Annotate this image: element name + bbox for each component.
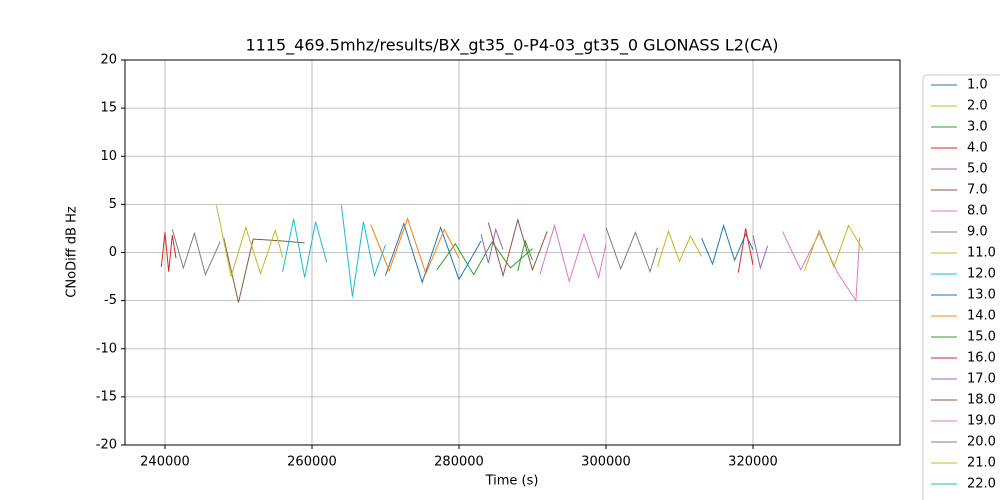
data-line (340, 205, 386, 297)
legend-label: 22.0 (967, 477, 996, 492)
data-line (370, 217, 460, 276)
data-line (517, 239, 533, 271)
y-tick-label: 10 (100, 149, 117, 164)
y-axis-label: CNoDiff dB Hz (65, 206, 80, 298)
x-tick-label: 260000 (287, 455, 337, 470)
data-line (605, 227, 658, 274)
legend-label: 7.0 (967, 183, 988, 198)
y-tick-label: 0 (109, 245, 117, 260)
legend-label: 12.0 (967, 267, 996, 282)
y-tick-label: -15 (96, 389, 117, 404)
data-line (656, 229, 702, 268)
legend-label: 2.0 (967, 99, 988, 114)
data-line (385, 222, 482, 284)
legend-label: 3.0 (967, 120, 988, 135)
y-tick-label: 20 (100, 53, 117, 68)
x-tick-label: 240000 (140, 455, 190, 470)
legend-label: 16.0 (967, 351, 996, 366)
x-tick-label: 320000 (728, 455, 778, 470)
legend-label: 8.0 (967, 204, 988, 219)
legend-box (922, 74, 1000, 500)
y-tick-label: -5 (104, 293, 117, 308)
data-line (803, 224, 864, 271)
legend-label: 9.0 (967, 225, 988, 240)
legend-label: 4.0 (967, 141, 988, 156)
legend-label: 20.0 (967, 435, 996, 450)
x-tick-label: 280000 (434, 455, 484, 470)
data-line (480, 227, 504, 264)
chart-title: 1115_469.5mhz/results/BX_gt35_0-P4-03_gt… (245, 36, 778, 56)
data-line (282, 218, 328, 278)
data-line (223, 237, 305, 303)
legend-label: 5.0 (967, 162, 988, 177)
legend-label: 1.0 (967, 78, 988, 93)
legend-label: 14.0 (967, 309, 996, 324)
data-line (752, 235, 769, 270)
legend-label: 19.0 (967, 414, 996, 429)
legend-label: 18.0 (967, 393, 996, 408)
plot-frame (124, 59, 901, 446)
legend-label: 21.0 (967, 456, 996, 471)
data-line (160, 232, 177, 272)
data-line (171, 229, 221, 277)
y-tick-label: 15 (100, 101, 117, 116)
data-line (487, 217, 548, 278)
y-tick-label: 5 (109, 197, 117, 212)
data-line (215, 205, 284, 277)
data-line (737, 228, 754, 273)
x-axis-label: Time (s) (485, 474, 539, 489)
legend-label: 17.0 (967, 372, 996, 387)
legend-label: 15.0 (967, 330, 996, 345)
legend-label: 13.0 (967, 288, 996, 303)
y-tick-label: -20 (96, 438, 117, 453)
y-tick-label: -10 (96, 341, 117, 356)
data-line (436, 240, 533, 276)
legend-label: 11.0 (967, 246, 996, 261)
data-line (539, 223, 607, 284)
x-tick-label: 300000 (581, 455, 631, 470)
